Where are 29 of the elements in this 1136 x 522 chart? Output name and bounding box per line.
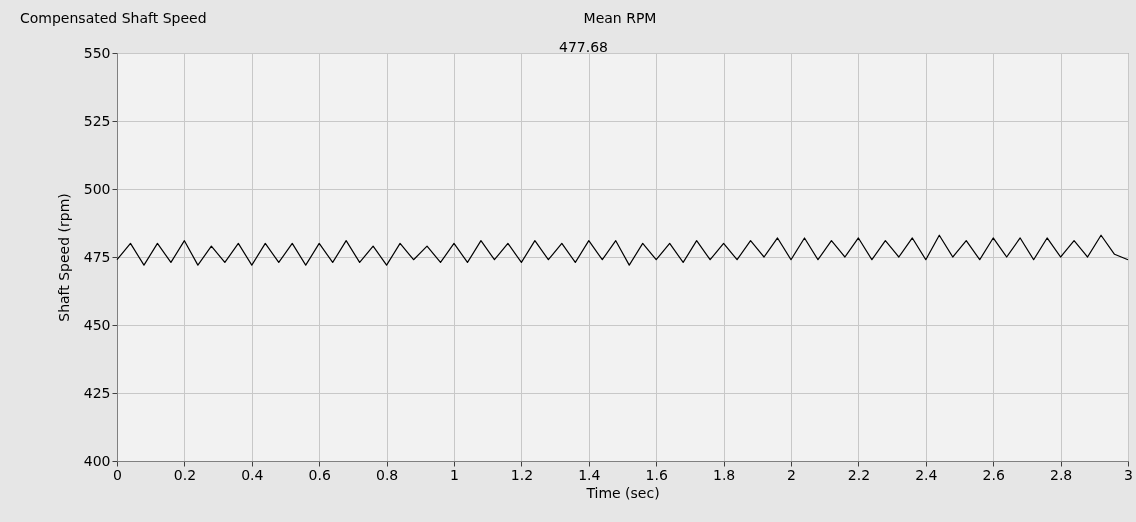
x-tick-label: 0.8 xyxy=(375,466,399,483)
line-series xyxy=(116,234,1129,266)
x-tick-label: 0.4 xyxy=(241,466,264,483)
x-axis-title: Time (sec) xyxy=(585,484,660,501)
x-tick-label: 1 xyxy=(450,466,459,483)
x-tick-label: 2 xyxy=(787,466,796,483)
x-tick-label: 2.4 xyxy=(915,466,938,483)
y-tick-label: 400 xyxy=(83,452,111,469)
text: Mean RPM xyxy=(583,10,657,26)
y-tick-label: 550 xyxy=(83,44,111,61)
y-tick-label: 500 xyxy=(83,180,111,197)
x-tick-label: 0.6 xyxy=(308,466,331,483)
y-tick-label: 425 xyxy=(83,384,111,401)
y-tick-label: 475 xyxy=(83,248,111,265)
x-tick-label: 3 xyxy=(1124,466,1133,483)
x-tick-label: 1.2 xyxy=(510,466,534,483)
x-tick-label: 1.6 xyxy=(645,466,668,483)
x-tick-label: 2.2 xyxy=(847,466,871,483)
chart-title: Compensated Shaft Speed xyxy=(20,10,207,26)
x-tick-label: 1.8 xyxy=(712,466,736,483)
x-tick-label: 1.4 xyxy=(578,466,601,483)
x-tick-label: 0 xyxy=(113,466,122,483)
x-tick-label: 0.2 xyxy=(173,466,197,483)
x-tick-label: 2.6 xyxy=(982,466,1005,483)
x-tick-label: 2.8 xyxy=(1049,466,1073,483)
y-tick-label: 525 xyxy=(83,112,111,129)
annotation: 477.68 xyxy=(559,39,608,55)
y-tick-label: 450 xyxy=(83,316,111,333)
y-axis-title: Shaft Speed (rpm) xyxy=(55,193,72,322)
